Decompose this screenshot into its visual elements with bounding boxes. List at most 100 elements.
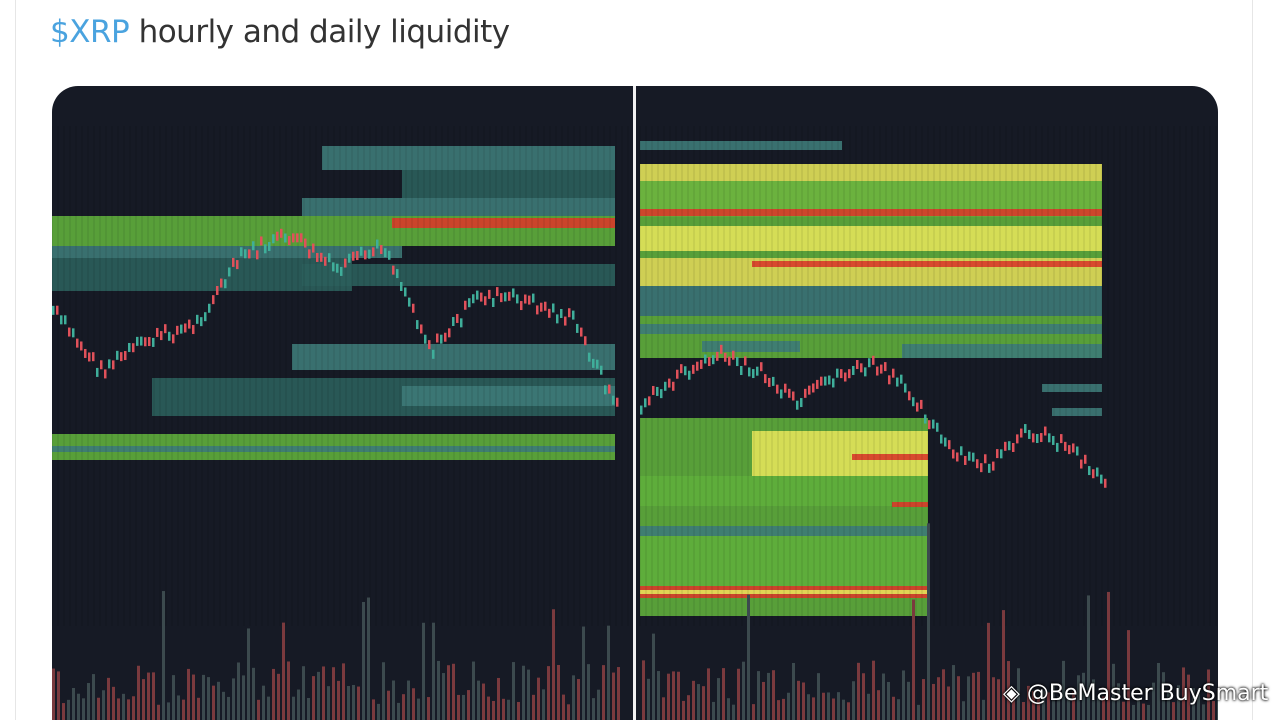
candle (788, 388, 791, 398)
candle (712, 355, 715, 365)
candle (220, 278, 223, 288)
candle (444, 332, 447, 342)
candle (516, 294, 519, 304)
candle (92, 352, 95, 362)
candle (136, 336, 139, 346)
volume-bar (262, 685, 265, 720)
candle (1016, 434, 1019, 444)
volume-bar (832, 698, 835, 720)
volume-bar (292, 696, 295, 720)
candle (1012, 442, 1015, 452)
volume-bar (207, 677, 210, 720)
candle (944, 437, 947, 447)
post-body: hourly and daily liquidity (138, 14, 511, 50)
candle (868, 358, 871, 368)
volume-bar (907, 681, 910, 720)
candle (1080, 459, 1083, 469)
candle (972, 452, 975, 462)
volume-bar (652, 633, 655, 720)
volume-bar (1077, 675, 1080, 720)
candle (572, 310, 575, 320)
volume-bar (122, 693, 125, 720)
candle (52, 305, 55, 315)
candle (492, 297, 495, 307)
candle (496, 287, 499, 297)
candle (992, 461, 995, 471)
volume-bar (462, 694, 465, 720)
volume-bar (422, 622, 425, 720)
volume-bar (797, 680, 800, 720)
volume-bar (482, 683, 485, 720)
liquidity-band (402, 170, 615, 198)
candle (276, 231, 279, 241)
volume-bar (327, 686, 330, 720)
candle (180, 324, 183, 334)
candle (260, 236, 263, 246)
volume-bar (1102, 696, 1105, 720)
volume-bar (607, 625, 610, 720)
liquidity-band (402, 386, 615, 406)
candle (1048, 433, 1051, 443)
candle (1072, 443, 1075, 453)
volume-bar (312, 676, 315, 720)
volume-bar (817, 673, 820, 720)
candle (1024, 424, 1027, 434)
liquidity-band (640, 286, 1102, 316)
candle (468, 298, 471, 308)
candle (704, 354, 707, 364)
volume-bar (862, 673, 865, 720)
volume-bar (842, 699, 845, 720)
candle (532, 293, 535, 303)
candle (488, 289, 491, 299)
volume-bar (297, 689, 300, 720)
volume-bar (77, 693, 80, 720)
cashtag[interactable]: $XRP (50, 14, 130, 50)
candle (892, 368, 895, 378)
chart-image[interactable] (52, 86, 1218, 720)
volume-bar (222, 691, 225, 720)
candle (472, 294, 475, 304)
candle (588, 352, 591, 362)
volume-bar (442, 673, 445, 720)
candle (480, 292, 483, 302)
volume-bar (392, 680, 395, 720)
candle (608, 384, 611, 394)
candle (96, 367, 99, 377)
candle (1060, 434, 1063, 444)
volume-bar (722, 668, 725, 720)
volume-bar (452, 663, 455, 720)
liquidity-band (752, 431, 928, 476)
candle (544, 301, 547, 311)
candle (464, 300, 467, 310)
candle (776, 384, 779, 394)
volume-bar (272, 668, 275, 720)
volume-bar (537, 677, 540, 720)
volume-bar (247, 628, 250, 720)
volume-bar (1022, 702, 1025, 720)
candle (564, 316, 567, 326)
candle (392, 265, 395, 275)
volume-bar (412, 688, 415, 720)
candle (940, 434, 943, 444)
watermark-text: @BeMaster BuySmart (1026, 681, 1269, 706)
candle (132, 343, 135, 353)
volume-bar (747, 594, 750, 720)
candle (876, 366, 879, 376)
candle (160, 331, 163, 341)
candle (396, 269, 399, 279)
candle (524, 294, 527, 304)
candle (56, 305, 59, 315)
volume-bar (302, 666, 305, 720)
volume-bar (432, 622, 435, 720)
liquidity-band (640, 226, 1102, 251)
candle (312, 243, 315, 253)
candle (80, 341, 83, 351)
liquidity-band (1052, 408, 1102, 416)
volume-bar (1122, 701, 1125, 720)
volume-bar (72, 687, 75, 720)
volume-bar (1042, 690, 1045, 720)
candle (796, 400, 799, 410)
candle (172, 334, 175, 344)
volume-bar (937, 677, 940, 720)
